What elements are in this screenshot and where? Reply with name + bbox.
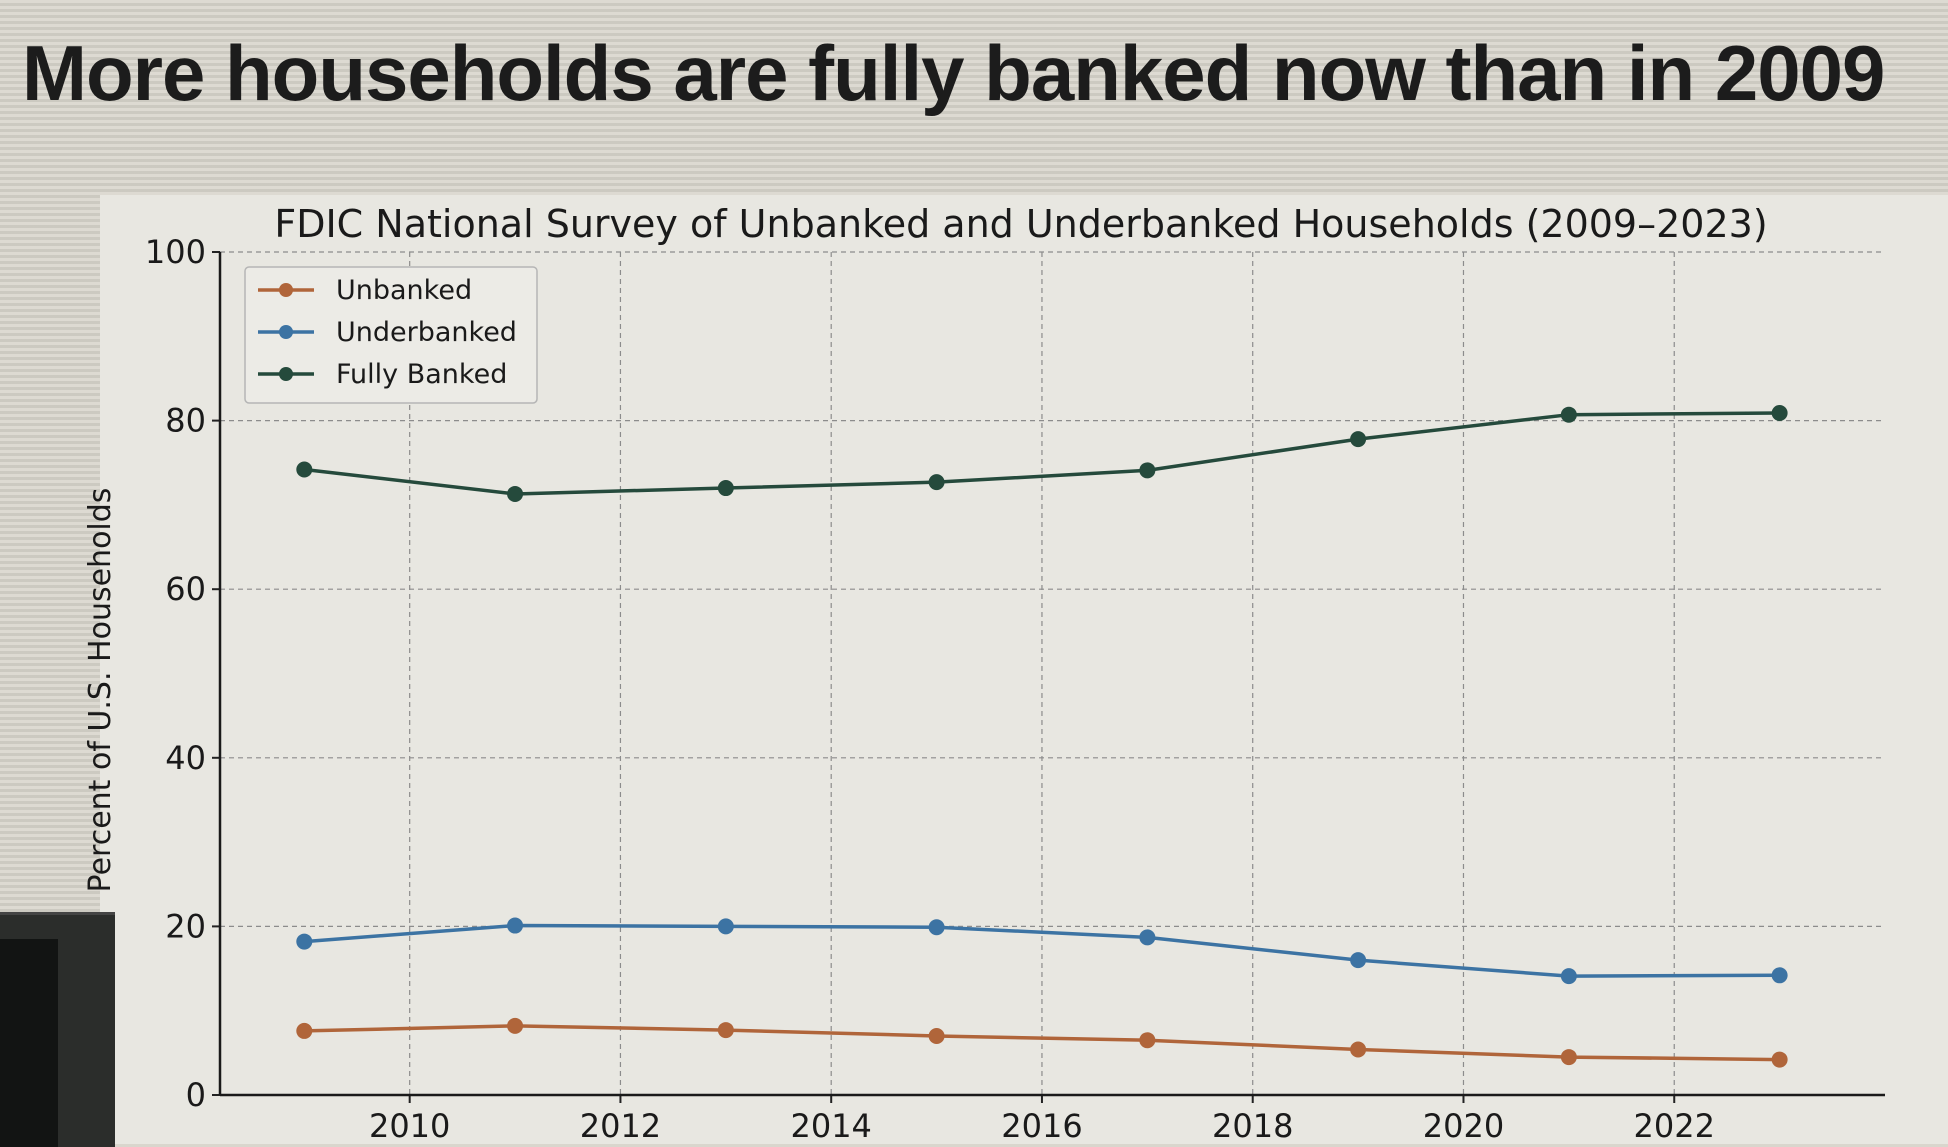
y-tick-label: 80 [165, 402, 206, 440]
device-corner [0, 912, 115, 1147]
data-point-fully-banked [1139, 462, 1156, 479]
legend-swatch-marker [279, 325, 293, 339]
x-tick-label: 2022 [1634, 1107, 1715, 1144]
grid-lines [220, 251, 1885, 1095]
y-tick-label: 100 [145, 233, 206, 271]
legend-swatch-marker [279, 367, 293, 381]
y-axis-label: Percent of U.S. Households [83, 488, 118, 893]
x-tick-label: 2014 [790, 1107, 871, 1144]
series-line-unbanked [304, 1024, 1780, 1062]
data-point-unbanked [717, 1022, 734, 1039]
y-tick-label: 60 [165, 570, 206, 608]
data-point-underbanked [1139, 929, 1156, 946]
series-line-underbanked [304, 923, 1780, 978]
data-point-fully-banked [928, 474, 945, 491]
x-tick-label: 2020 [1423, 1107, 1504, 1144]
data-point-unbanked [1560, 1049, 1577, 1066]
data-point-unbanked [928, 1027, 945, 1044]
legend-label: Underbanked [336, 317, 517, 348]
data-point-unbanked [1139, 1032, 1156, 1049]
data-point-unbanked [1771, 1051, 1788, 1068]
data-point-unbanked [507, 1017, 524, 1034]
x-tick-label: 2018 [1212, 1107, 1293, 1144]
data-point-fully-banked [1560, 406, 1577, 423]
x-tick-label: 2010 [369, 1107, 450, 1144]
data-point-underbanked [717, 918, 734, 935]
data-point-underbanked [1350, 952, 1367, 969]
series-unbanked [296, 1017, 1788, 1068]
y-tick-label: 40 [165, 739, 206, 777]
series-underbanked [296, 917, 1788, 985]
data-point-underbanked [1771, 967, 1788, 984]
series-layer [296, 405, 1788, 1068]
data-point-unbanked [1350, 1041, 1367, 1058]
legend-box [244, 266, 538, 404]
data-point-underbanked [296, 933, 313, 950]
legend-swatch-marker [279, 283, 293, 297]
headline: More households are fully banked now tha… [22, 29, 1885, 117]
x-tick-label: 2012 [580, 1107, 661, 1144]
data-point-fully-banked [717, 480, 734, 497]
data-point-underbanked [1560, 968, 1577, 985]
y-tick-label: 20 [165, 907, 206, 945]
legend-label: Fully Banked [336, 359, 507, 390]
series-fully-banked [296, 405, 1788, 502]
data-point-underbanked [928, 919, 945, 936]
axes: 2010 2012 2014 2016 2018 2020 2022 0 20 40 60 80 100 [145, 233, 1885, 1144]
chart-title: FDIC National Survey of Unbanked and Und… [274, 202, 1767, 246]
data-point-fully-banked [1350, 431, 1367, 448]
y-tick-label: 0 [186, 1076, 206, 1114]
data-point-fully-banked [507, 485, 524, 502]
series-line-fully-banked [304, 411, 1780, 496]
data-point-unbanked [296, 1022, 313, 1039]
x-tick-label: 2016 [1001, 1107, 1082, 1144]
device-screen [0, 939, 58, 1147]
legend-label: Unbanked [336, 275, 472, 306]
data-point-underbanked [507, 917, 524, 934]
data-point-fully-banked [1771, 405, 1788, 422]
data-point-fully-banked [296, 461, 313, 478]
legend: Unbanked Underbanked Fully Banked [244, 266, 538, 404]
